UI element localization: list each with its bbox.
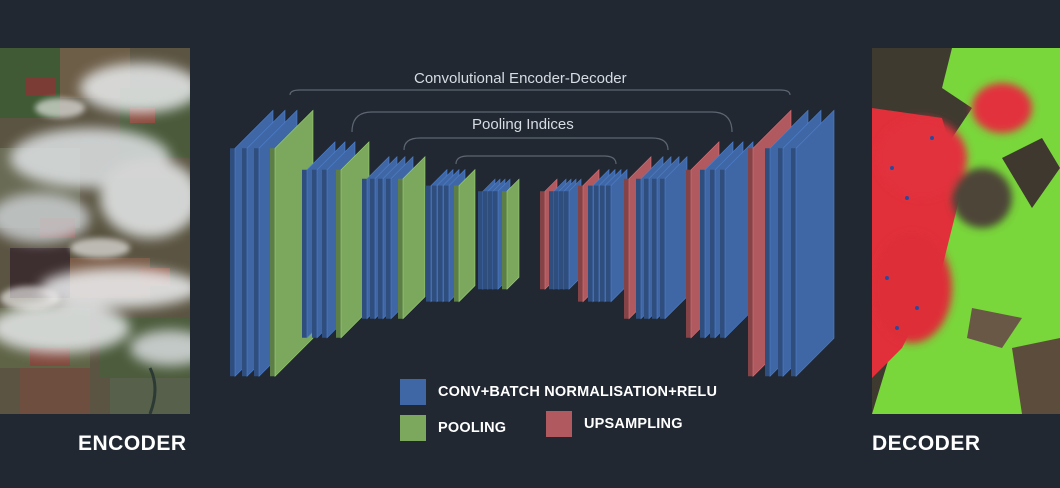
pooling-indices-label: Pooling Indices <box>472 116 574 133</box>
encoder-satellite-image <box>0 48 190 414</box>
encoder-stage-3-layer-5 <box>398 155 426 320</box>
decoder-stage-4-layer-4 <box>720 141 754 339</box>
legend-upsampling-label: UPSAMPLING <box>584 416 683 432</box>
pooling-swatch <box>400 415 426 441</box>
legend-pooling: POOLING <box>400 415 506 441</box>
decoder-stage-2-layer-5 <box>606 168 628 303</box>
third-connector <box>403 137 669 151</box>
legend-conv-label: CONV+BATCH NORMALISATION+RELU <box>438 384 718 400</box>
legend-conv: CONV+BATCH NORMALISATION+RELU <box>400 379 717 405</box>
decoder-label: DECODER <box>872 432 981 455</box>
decoder-stage-3-layer-5 <box>660 155 688 320</box>
encoder-label: ENCODER <box>78 432 187 455</box>
outer-connector <box>289 89 791 96</box>
encoder-stage-4-layer-5 <box>454 168 476 303</box>
decoder-stage-5-layer-4 <box>791 109 835 378</box>
conv-swatch <box>400 379 426 405</box>
connector-lines <box>289 89 791 165</box>
legend-pooling-label: POOLING <box>438 420 507 436</box>
legend-upsampling: UPSAMPLING <box>546 411 683 437</box>
decoder-segmentation-image <box>872 48 1060 414</box>
upsampling-swatch <box>546 411 572 437</box>
inner-connector <box>455 155 617 165</box>
encoder-stage-5-layer-5 <box>502 178 520 290</box>
pooling-indices-connector <box>351 111 733 133</box>
layer-slabs <box>230 109 835 378</box>
diagram-title: Convolutional Encoder-Decoder <box>414 70 627 87</box>
